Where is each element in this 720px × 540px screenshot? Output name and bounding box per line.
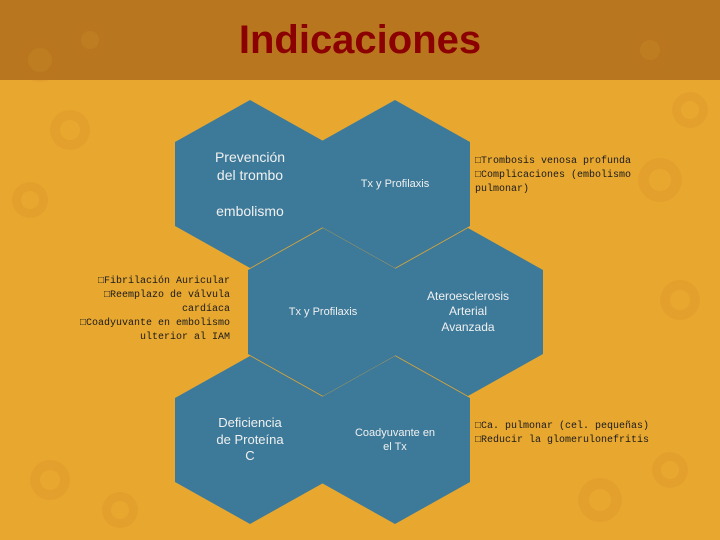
page-title: Indicaciones xyxy=(0,18,720,63)
side-text-fibrilacion: □Fibrilación Auricular □Reemplazo de vál… xyxy=(80,275,230,345)
hex-label: Prevención del trombo embolismo xyxy=(215,148,285,221)
hex-label: Ateroesclerosis Arterial Avanzada xyxy=(427,289,509,336)
side-text-ca-pulmonar: □Ca. pulmonar (cel. pequeñas) □Reducir l… xyxy=(475,420,649,448)
hex-label: Tx y Profilaxis xyxy=(361,177,429,191)
hex-label: Coadyuvante en el Tx xyxy=(355,426,435,455)
hexagon-grid: Prevención del trombo embolismo Tx y Pro… xyxy=(0,80,720,540)
hex-label: Deficiencia de Proteína C xyxy=(216,415,283,466)
side-text-trombosis: □Trombosis venosa profunda □Complicacion… xyxy=(475,155,631,197)
hex-label: Tx y Profilaxis xyxy=(289,305,357,319)
